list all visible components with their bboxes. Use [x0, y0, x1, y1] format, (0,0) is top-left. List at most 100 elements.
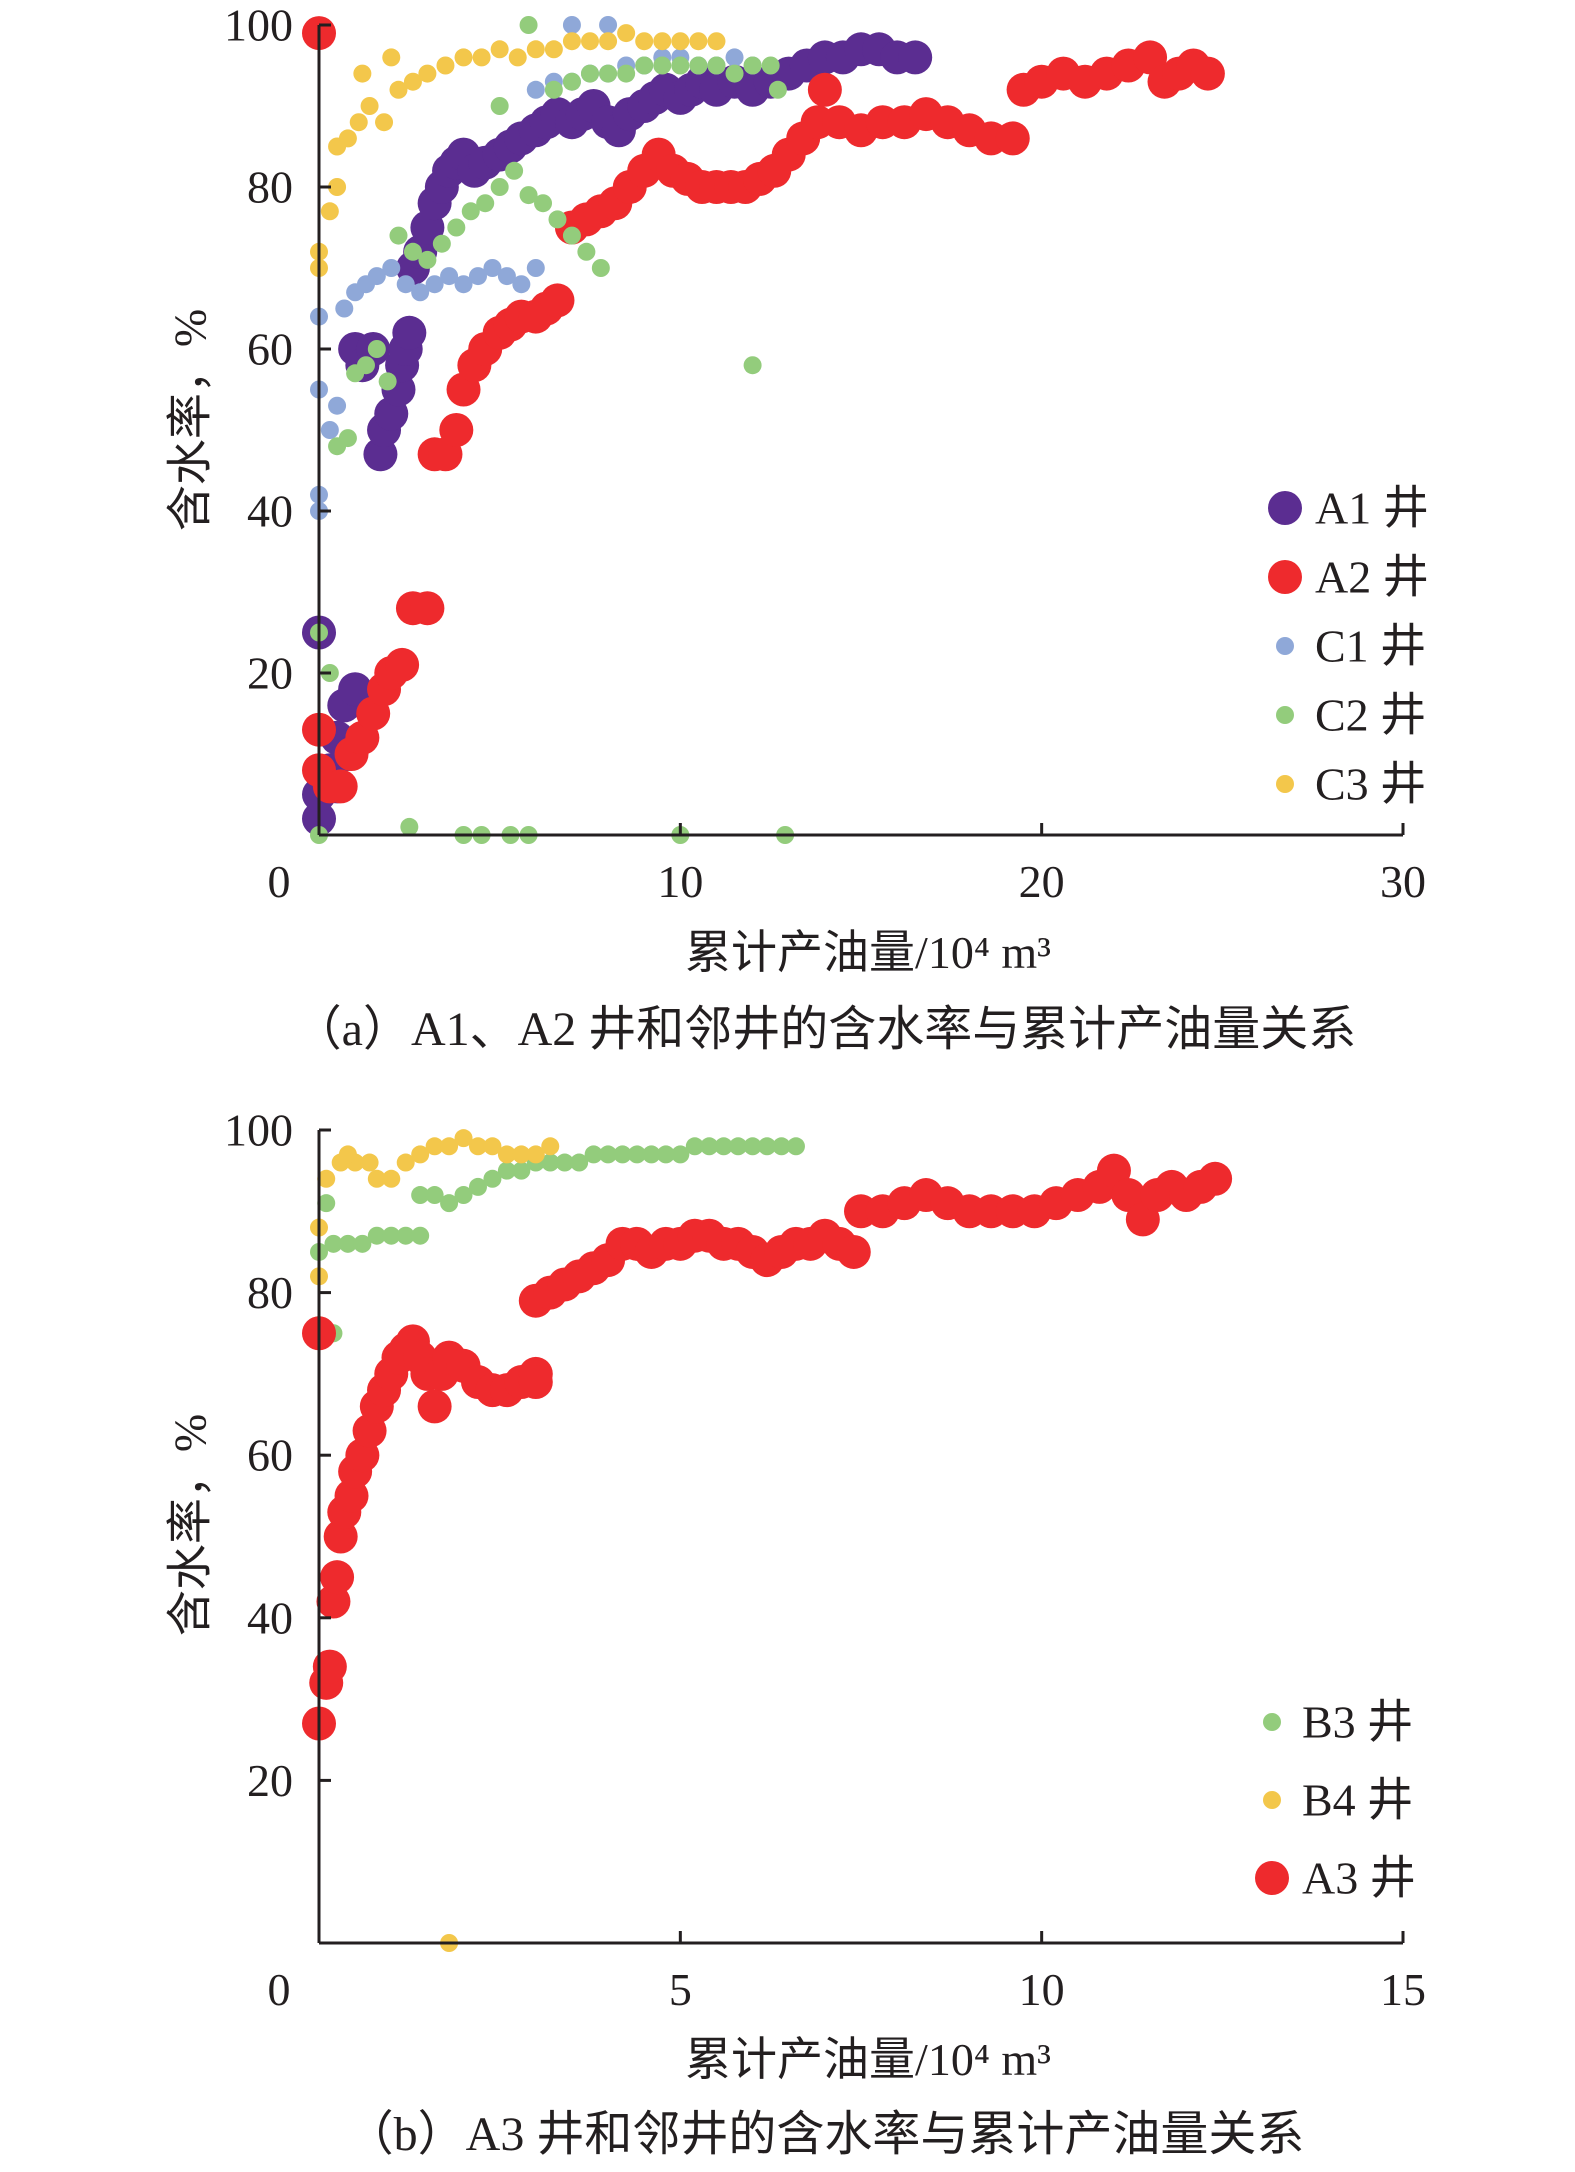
chart-a-point-4 — [617, 64, 636, 83]
chart-b-point-2 — [396, 1153, 415, 1172]
chart-a-point-1 — [392, 315, 427, 350]
chart-b-point-1 — [541, 1153, 560, 1172]
chart-b-point-1 — [440, 1194, 459, 1213]
chart-a-points — [302, 16, 1225, 844]
chart-a-legend-marker — [1276, 775, 1294, 793]
chart-b-x-tick-label: 0 — [268, 1964, 291, 2015]
chart-b-y-tick-label: 40 — [247, 1592, 293, 1643]
chart-a-point-3 — [468, 267, 487, 286]
chart-a-point-5 — [320, 202, 339, 221]
chart-a-point-2 — [323, 769, 358, 804]
chart-a-x-tick-label: 20 — [1019, 856, 1065, 907]
chart-b-y-tick-label: 100 — [224, 1105, 293, 1156]
chart-b-x-tick-label: 15 — [1380, 1964, 1426, 2015]
chart-a-point-4 — [707, 56, 726, 75]
chart-b-point-1 — [468, 1177, 487, 1196]
chart-a-point-3 — [526, 80, 545, 99]
chart-b-point-2 — [367, 1169, 386, 1188]
chart-a-point-5 — [581, 32, 599, 51]
chart-b-point-1 — [411, 1186, 430, 1205]
chart-a-point-1 — [898, 40, 933, 75]
chart-a-point-2 — [1190, 56, 1225, 91]
chart-b-point-1 — [786, 1137, 805, 1156]
chart-a-x-tick-label: 0 — [268, 856, 291, 907]
chart-a-point-5 — [689, 32, 708, 51]
chart-b-point-1 — [599, 1145, 618, 1164]
chart-a-point-4 — [591, 259, 610, 277]
chart-b-legend-marker — [1263, 1791, 1281, 1809]
chart-a-point-5 — [436, 56, 455, 75]
chart-a-point-3 — [367, 267, 386, 286]
chart-a-y-axis-title: 含水率，% — [165, 309, 216, 531]
chart-a-point-5 — [375, 113, 394, 132]
chart-a-point-4 — [577, 242, 596, 261]
chart-b-point-2 — [425, 1137, 444, 1156]
chart-a-point-2 — [807, 72, 842, 107]
chart-b: 0 5 10 15 20 40 60 80 100 B3 井 B4 井 A3 井 含水率，% 累计产… — [165, 1105, 1427, 2162]
chart-b-caption: （b）A3 井和邻井的含水率与累计产油量关系 — [346, 2108, 1305, 2161]
chart-b-legend-marker — [1255, 1861, 1289, 1895]
chart-b-point-2 — [541, 1137, 560, 1156]
chart-b-points — [302, 1129, 1233, 1952]
chart-b-point-1 — [353, 1234, 372, 1253]
chart-a-x-axis-title: 累计产油量/10⁴ m³ — [685, 927, 1051, 978]
chart-a-legend-marker — [1268, 560, 1302, 594]
chart-b-point-3 — [836, 1234, 871, 1269]
chart-a-point-5 — [389, 80, 408, 99]
chart-a-point-4 — [548, 210, 567, 229]
chart-a-point-4 — [671, 56, 690, 75]
chart-a-point-4 — [389, 226, 408, 245]
chart-b-point-2 — [317, 1169, 336, 1188]
chart-a-point-4 — [490, 97, 509, 115]
chart-b-point-1 — [317, 1194, 336, 1213]
chart-a-point-3 — [411, 283, 430, 302]
chart-b-point-1 — [570, 1153, 589, 1172]
chart-b-legend-label: B4 井 — [1302, 1775, 1413, 1826]
chart-a-legend-label: C1 井 — [1315, 621, 1426, 672]
chart-a-point-5 — [382, 48, 401, 67]
chart-b-point-3 — [518, 1365, 553, 1400]
chart-a-legend-label: A2 井 — [1315, 552, 1429, 603]
chart-a-point-4 — [403, 242, 422, 261]
chart-a-point-2 — [439, 413, 474, 447]
chart-b-point-2 — [497, 1145, 516, 1164]
chart-b-legend-label: B3 井 — [1302, 1697, 1413, 1748]
chart-b-point-2 — [440, 1137, 459, 1156]
chart-b-point-2 — [468, 1137, 487, 1156]
chart-b-legend-marker — [1263, 1713, 1281, 1731]
chart-b-y-tick-label: 20 — [247, 1755, 293, 1806]
chart-a-point-5 — [360, 97, 379, 115]
chart-a-point-4 — [544, 80, 563, 99]
chart-a-point-3 — [483, 259, 502, 277]
chart-a-point-4 — [768, 80, 787, 99]
chart-a-point-4 — [562, 226, 581, 245]
chart-b-point-3 — [1198, 1161, 1233, 1196]
chart-a-legend-label: A1 井 — [1315, 483, 1429, 534]
chart-b-point-1 — [613, 1145, 632, 1164]
chart-a-legend-label: C2 井 — [1315, 690, 1426, 741]
chart-a-point-5 — [599, 32, 618, 51]
chart-a-point-5 — [490, 40, 509, 59]
chart-a-point-4 — [562, 72, 581, 91]
chart-a-point-5 — [353, 64, 372, 83]
chart-a-point-5 — [349, 113, 368, 132]
chart-a-point-3 — [497, 267, 516, 286]
chart-a-legend-marker — [1276, 637, 1294, 655]
chart-b-x-axis-title: 累计产油量/10⁴ m³ — [685, 2034, 1051, 2085]
chart-a-point-3 — [328, 396, 347, 415]
chart-a-point-4 — [400, 817, 419, 836]
chart-a-point-4 — [599, 64, 618, 83]
chart-b-point-1 — [714, 1137, 733, 1156]
chart-b-point-1 — [483, 1169, 502, 1188]
chart-a-point-4 — [689, 56, 708, 75]
chart-a-legend: A1 井 A2 井 C1 井 C2 井 C3 井 — [1268, 483, 1429, 810]
chart-a-point-5 — [454, 48, 473, 67]
chart-a-point-4 — [653, 56, 672, 75]
chart-b-point-1 — [584, 1145, 603, 1164]
chart-b-point-2 — [526, 1145, 545, 1164]
chart-a-point-4 — [505, 161, 524, 180]
chart-a-point-4 — [432, 234, 451, 253]
chart-b-x-tick-label: 10 — [1019, 1964, 1065, 2015]
